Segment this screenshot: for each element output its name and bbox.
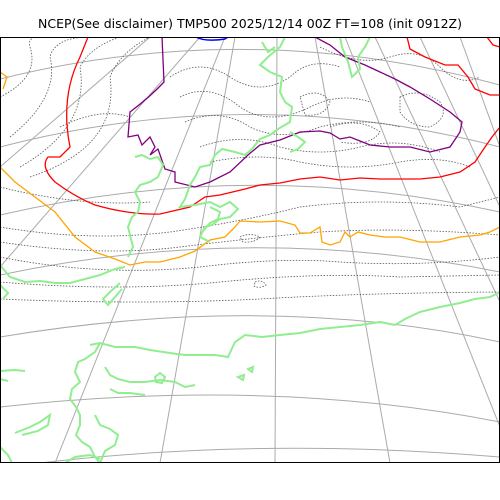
latitude-line bbox=[0, 247, 500, 276]
coastline bbox=[126, 153, 165, 258]
latitude-line bbox=[0, 184, 500, 216]
coastline bbox=[68, 342, 101, 463]
coastline bbox=[235, 373, 246, 382]
latitude-line bbox=[0, 315, 500, 343]
meridian-line bbox=[459, 37, 500, 148]
temperature-contour-purple bbox=[127, 37, 463, 188]
meridian-line bbox=[274, 37, 278, 463]
graticule bbox=[0, 37, 500, 463]
coastline bbox=[245, 365, 255, 374]
coastline bbox=[178, 37, 294, 243]
meridian-line bbox=[419, 37, 500, 208]
coastlines bbox=[0, 37, 500, 463]
coastline bbox=[109, 388, 146, 396]
coastline bbox=[153, 371, 167, 385]
weather-map bbox=[0, 37, 500, 463]
meridian-line bbox=[344, 37, 500, 428]
coastline bbox=[0, 284, 10, 300]
latitude-line bbox=[0, 394, 500, 423]
coastline bbox=[0, 264, 126, 284]
coastline bbox=[0, 446, 13, 463]
temperature-contour-red bbox=[406, 37, 500, 96]
coastline bbox=[0, 378, 9, 382]
temperature-contour-orange bbox=[0, 71, 8, 90]
latitude-line bbox=[0, 48, 500, 86]
latitude-line bbox=[39, 447, 500, 463]
coastline bbox=[339, 37, 371, 79]
latitude-line bbox=[0, 114, 500, 148]
coastline bbox=[202, 206, 222, 232]
coastline bbox=[289, 131, 307, 153]
meridian-line bbox=[0, 37, 151, 168]
coastline bbox=[0, 368, 26, 372]
coastline bbox=[94, 414, 120, 463]
coastline bbox=[64, 453, 101, 463]
map-title: NCEP(See disclaimer) TMP500 2025/12/14 0… bbox=[38, 16, 462, 31]
temperature-contour-orange bbox=[0, 166, 500, 266]
meridian-line bbox=[54, 37, 226, 463]
coastline bbox=[89, 291, 500, 359]
meridian-line bbox=[159, 37, 236, 463]
meridian-line bbox=[314, 37, 391, 463]
coastline bbox=[14, 412, 52, 436]
coastline bbox=[104, 366, 196, 389]
minor-contours bbox=[0, 37, 500, 303]
meridian-line bbox=[0, 37, 201, 268]
temperature-contour-red bbox=[44, 37, 500, 215]
coastline bbox=[261, 41, 276, 54]
temperature-contour-red bbox=[486, 37, 500, 48]
meridian-line bbox=[374, 37, 500, 303]
coastline bbox=[101, 282, 123, 307]
